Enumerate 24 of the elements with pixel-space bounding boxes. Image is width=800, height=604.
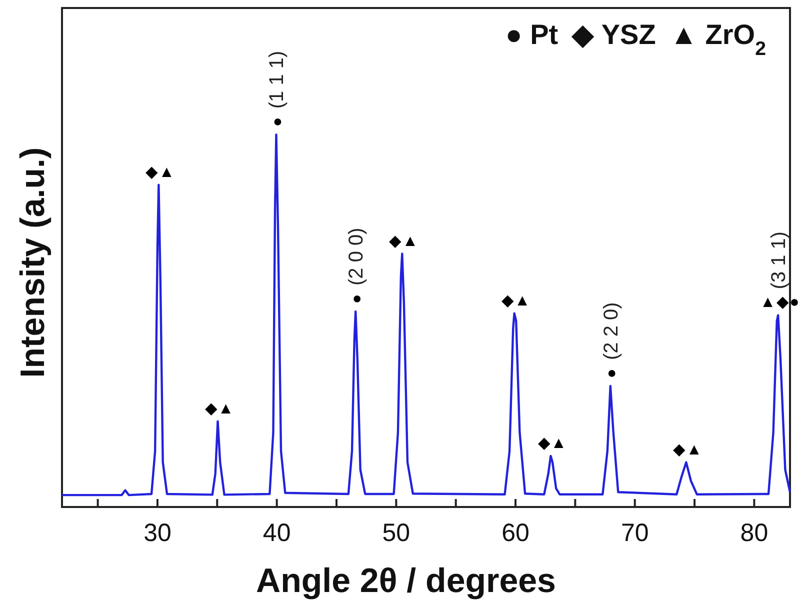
annotation: ◆▲: [538, 434, 568, 452]
x-tick-label: 80: [740, 518, 768, 547]
annotation: ◆▲: [146, 164, 176, 181]
x-tick-label: 70: [620, 518, 649, 547]
text: ◆ YSZ: [571, 19, 656, 50]
annotation: ◆▲: [673, 441, 704, 458]
text: ▲ ZrO$_{2}$: [670, 19, 766, 60]
annotation: (2 2 0): [600, 302, 622, 360]
annotation: (1 1 1): [266, 50, 288, 109]
annotation: ◆▲: [501, 292, 532, 310]
x-tick-label: 60: [502, 518, 530, 547]
x-tick-label: 40: [262, 518, 291, 547]
annotation: ◆▲: [204, 400, 235, 418]
annotation: (2 0 0): [346, 228, 368, 286]
x-axis-title: Angle 2θ / degrees: [256, 562, 556, 600]
annotation: ●: [607, 364, 618, 382]
text: ● Pt: [505, 19, 558, 50]
x-tick-label: 50: [382, 518, 410, 547]
x-tick-label: 30: [144, 518, 172, 547]
annotation: ●: [352, 290, 363, 308]
annotation: ●: [272, 114, 284, 131]
annotation: ◆▲: [389, 232, 420, 250]
y-axis-title: Intensity (a.u.): [14, 147, 52, 378]
annotation: (3 1 1): [768, 231, 790, 290]
